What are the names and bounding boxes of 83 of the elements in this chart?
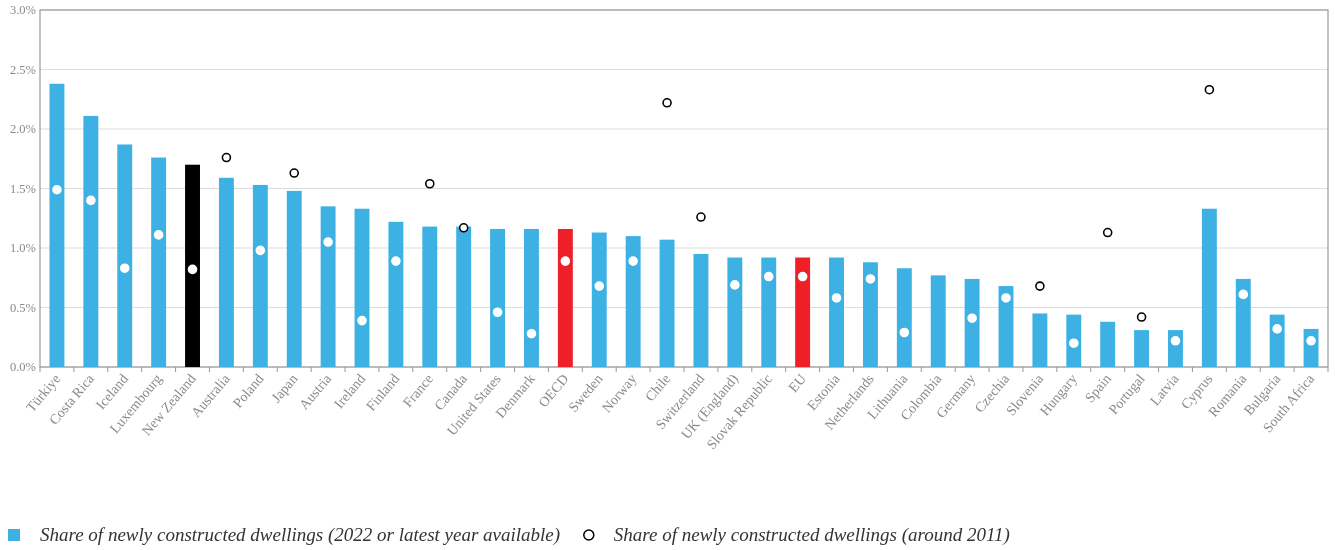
point [763, 271, 774, 282]
bar [1201, 208, 1217, 367]
point [967, 313, 977, 324]
point [323, 237, 333, 247]
point [357, 315, 367, 326]
bar [1269, 314, 1285, 367]
bar [1235, 278, 1251, 367]
point [628, 256, 638, 266]
legend-label: Share of newly constructed dwellings (2022 or latest year available) [40, 524, 561, 546]
point [1170, 336, 1181, 346]
point [458, 222, 469, 233]
point [1272, 324, 1282, 334]
bar [761, 257, 777, 367]
point [1238, 289, 1249, 300]
point [289, 168, 300, 178]
point [1306, 336, 1316, 346]
point [696, 212, 706, 222]
bar [727, 257, 743, 367]
y-tick-label: 2.0% [9, 122, 36, 137]
bar [659, 239, 675, 367]
point [119, 263, 130, 274]
point [1102, 227, 1113, 238]
y-tick-label: 0.0% [9, 360, 36, 375]
bar [591, 232, 607, 367]
bar [320, 206, 336, 367]
bar [218, 177, 234, 367]
bar [829, 257, 844, 367]
point [560, 256, 571, 266]
x-tick-label: EU [785, 371, 809, 396]
point [730, 280, 740, 290]
y-tick-label: 3.0% [9, 3, 36, 18]
bar [693, 253, 709, 367]
bar [422, 226, 438, 367]
point [391, 256, 401, 266]
bar [930, 275, 946, 367]
bar [625, 236, 641, 367]
point [424, 178, 435, 189]
point [1001, 293, 1011, 303]
bar [795, 257, 811, 367]
point [526, 328, 537, 339]
y-tick-label: 2.5% [9, 62, 36, 77]
point [662, 98, 672, 108]
point [52, 184, 62, 195]
point [831, 293, 842, 303]
bar [1134, 330, 1150, 367]
bar [286, 190, 302, 367]
point [1068, 338, 1079, 348]
point [1204, 84, 1215, 95]
bar [964, 278, 980, 367]
bar [83, 115, 99, 367]
bar [862, 262, 878, 367]
point [86, 195, 96, 206]
bar [1066, 314, 1082, 367]
point [797, 271, 808, 282]
bar [557, 228, 573, 367]
point [594, 281, 605, 291]
bar [185, 164, 200, 367]
bar [49, 83, 65, 367]
point [865, 274, 876, 284]
bar [1032, 313, 1048, 367]
y-tick-label: 0.5% [9, 300, 36, 315]
point [153, 230, 164, 240]
point [221, 152, 232, 163]
y-tick-label: 1.5% [9, 181, 36, 196]
bar [524, 228, 539, 367]
point [255, 245, 266, 256]
bar [1100, 321, 1116, 367]
point [1136, 312, 1147, 322]
bar [896, 268, 912, 367]
bar [998, 286, 1014, 367]
bar [456, 226, 472, 367]
bar [354, 208, 370, 367]
bar [151, 157, 167, 367]
y-tick-label: 1.0% [9, 241, 36, 256]
bar [388, 221, 404, 367]
point [899, 327, 910, 338]
bar [490, 228, 506, 367]
bar [252, 184, 268, 367]
point [1035, 281, 1045, 291]
point [187, 264, 198, 275]
legend-label: Share of newly constructed dwellings (around 2011) [613, 524, 1010, 546]
point [492, 307, 503, 318]
bar [117, 144, 133, 367]
